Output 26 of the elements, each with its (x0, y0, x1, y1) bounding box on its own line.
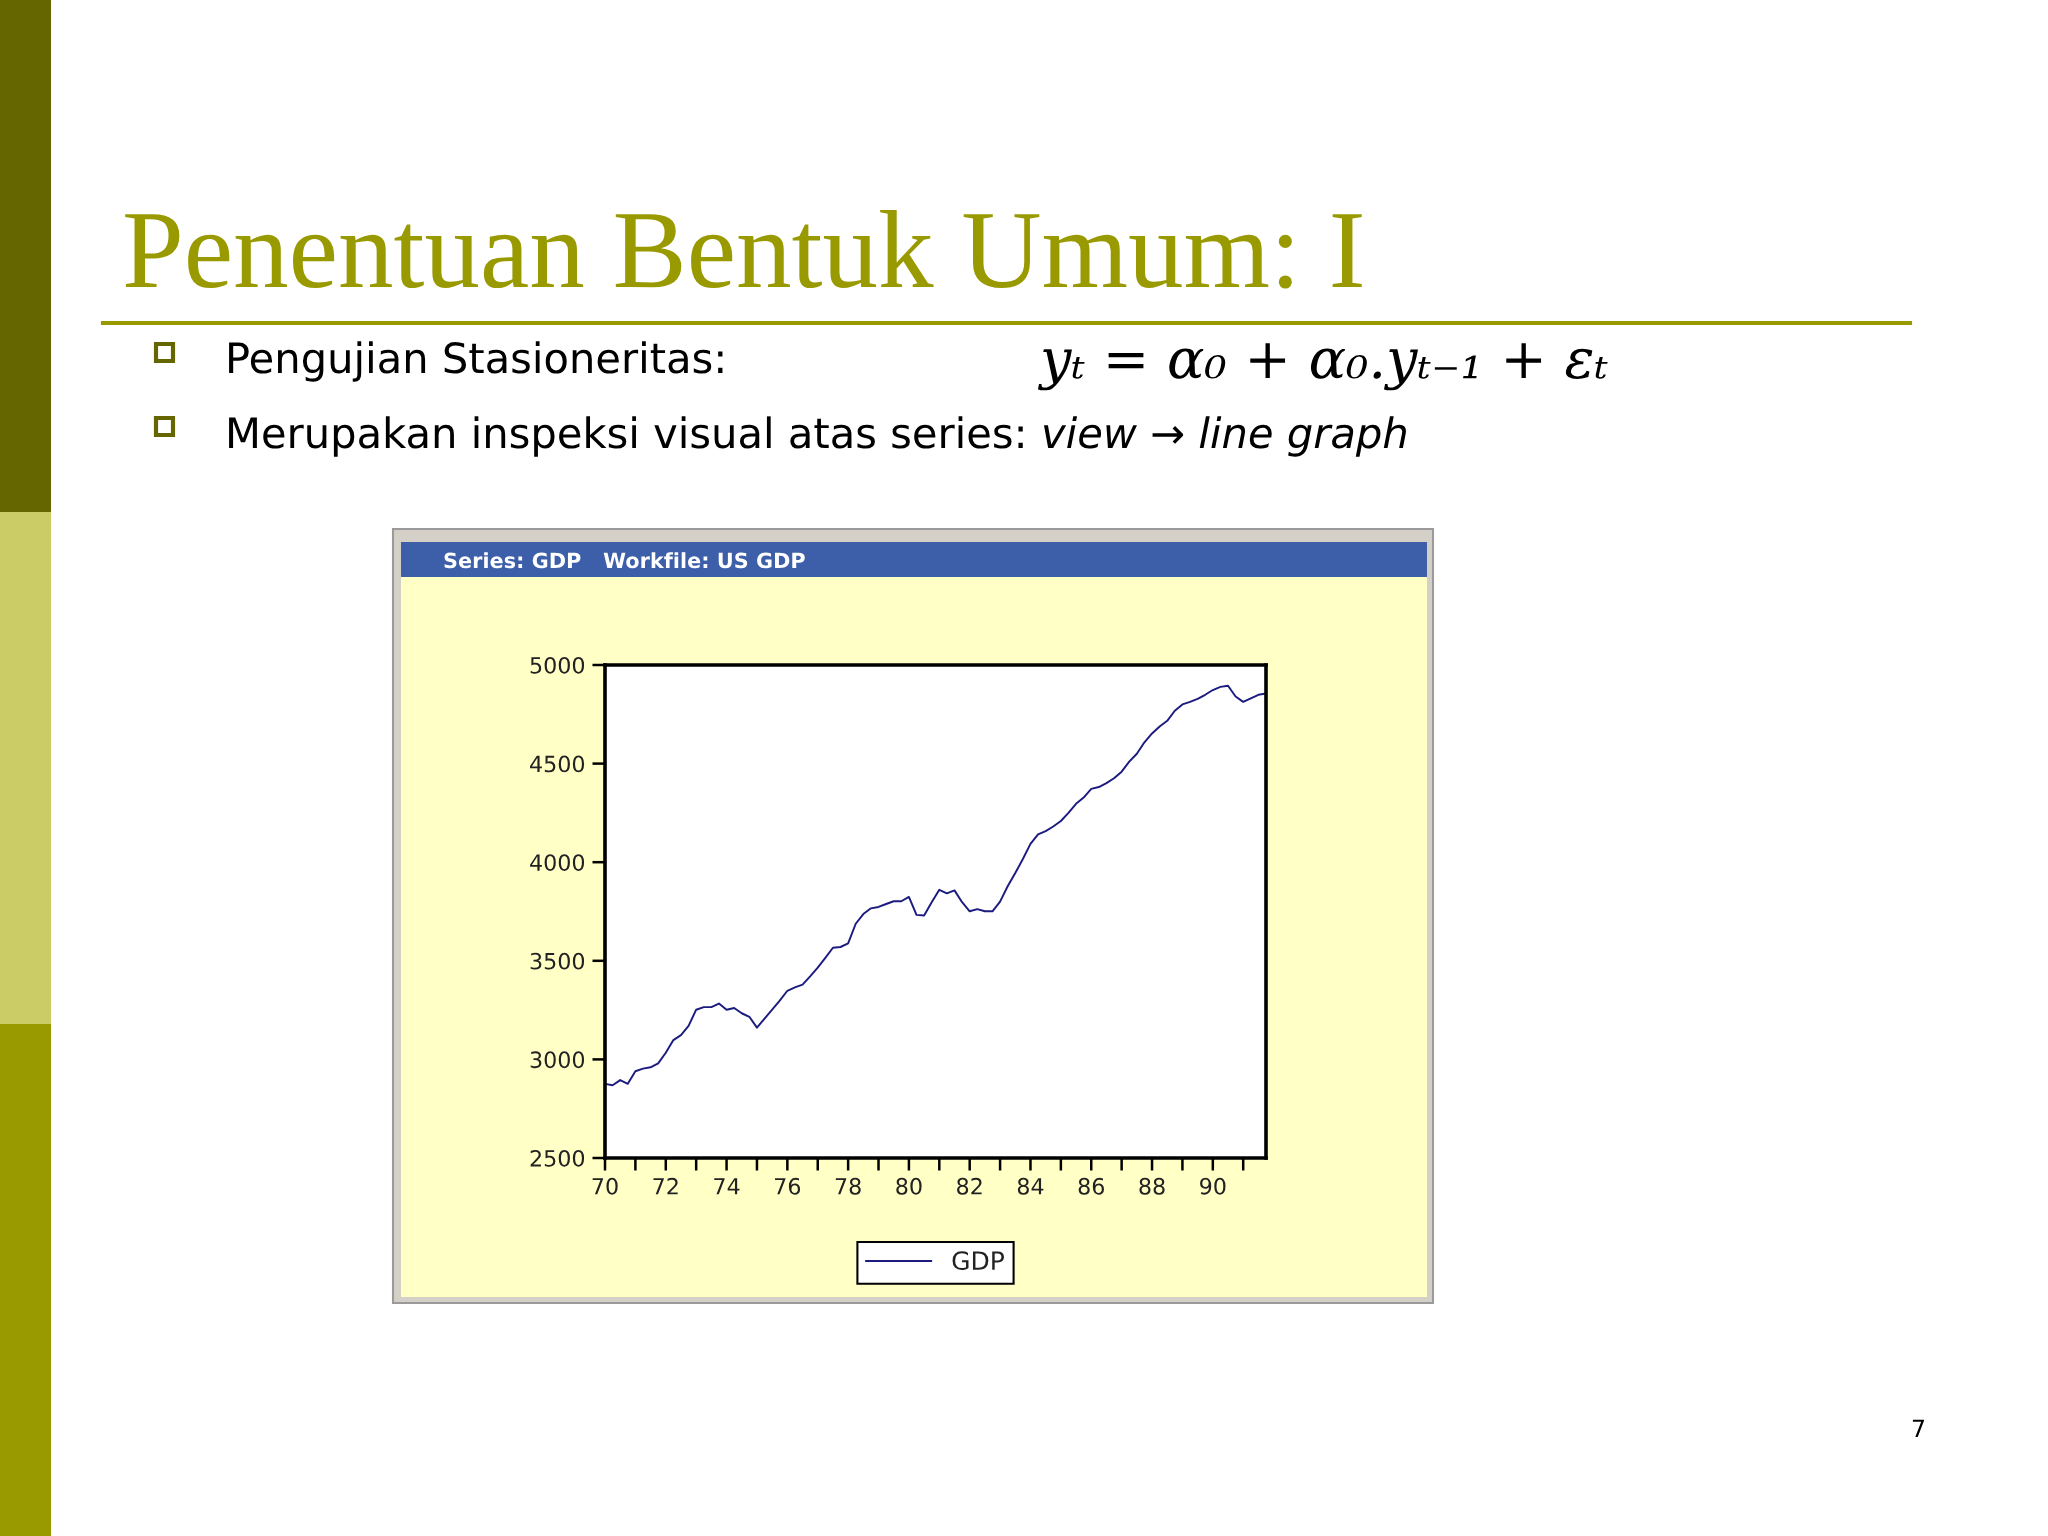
line-series (605, 684, 1266, 1087)
x-tick-label: 82 (957, 1177, 982, 1195)
x-tick-label: 88 (1139, 1177, 1165, 1195)
legend-label: GDP (952, 1251, 1004, 1271)
y-tick-label: 2500 (530, 1149, 585, 1167)
y-tick-label: 5000 (530, 656, 585, 674)
y-tick-label: 3500 (530, 952, 585, 970)
text: Pengujian Stasioneritas: (229, 341, 723, 382)
chart-subtitle: Series: GDP Workfile: US GDP (444, 552, 805, 569)
x-tick-label: 78 (835, 1177, 861, 1195)
text: view → line graph (1043, 416, 1406, 457)
y-tick-label: 4500 (530, 755, 585, 773)
x-tick-label: 76 (775, 1177, 801, 1195)
x-tick-label: 72 (653, 1177, 678, 1195)
x-tick-label: 86 (1078, 1177, 1104, 1195)
x-tick-label: 84 (1017, 1177, 1044, 1195)
y-tick-label: 3000 (530, 1051, 585, 1069)
x-tick-label: 80 (896, 1177, 922, 1195)
x-tick-label: 70 (592, 1177, 618, 1195)
text: 7 (1912, 1419, 1924, 1437)
chart-title: Penentuan Bentuk Umum: I (125, 209, 1362, 289)
text: yₜ = α₀ + α₀.yₜ₋₁ + εₜ (1037, 343, 1608, 391)
text: Merupakan inspeksi visual atas series: (229, 416, 1023, 457)
x-tick-label: 90 (1200, 1177, 1226, 1195)
y-tick-label: 4000 (530, 854, 585, 871)
x-tick-label: 74 (714, 1178, 740, 1195)
